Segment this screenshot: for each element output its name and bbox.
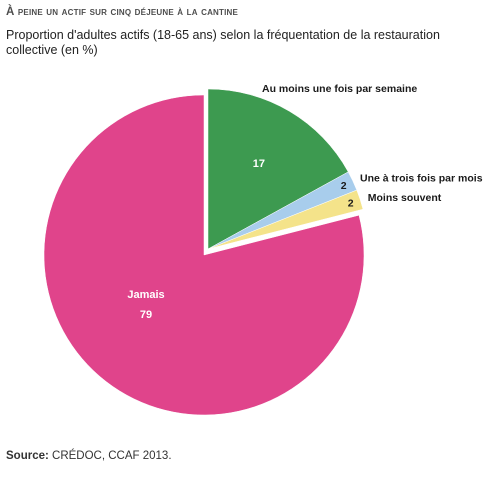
source-label: Source: [6, 450, 49, 462]
slice-value-label-1: 2 [341, 180, 347, 192]
slice-name-label-3: Jamais [127, 289, 164, 301]
source-text: CRÉDOC, CCAF 2013. [48, 450, 172, 462]
chart-title: À peine un actif sur cinq déjeune à la c… [6, 6, 239, 18]
chart-subtitle: Proportion d'adultes actifs (18-65 ans) … [6, 28, 440, 57]
slice-name-label-2: Moins souvent [368, 192, 442, 204]
slice-value-label-2: 2 [348, 198, 354, 210]
source-note: Source: CRÉDOC, CCAF 2013. [6, 450, 172, 462]
slice-name-label-1: Une à trois fois par mois [360, 172, 483, 184]
slice-value-label-3: 79 [140, 309, 152, 321]
pie-slice-0 [207, 88, 349, 250]
slice-name-label-0: Au moins une fois par semaine [262, 83, 417, 95]
pie-slice-3 [43, 94, 365, 416]
slice-value-label-0: 17 [253, 158, 265, 170]
pie-slice-2 [207, 189, 364, 250]
